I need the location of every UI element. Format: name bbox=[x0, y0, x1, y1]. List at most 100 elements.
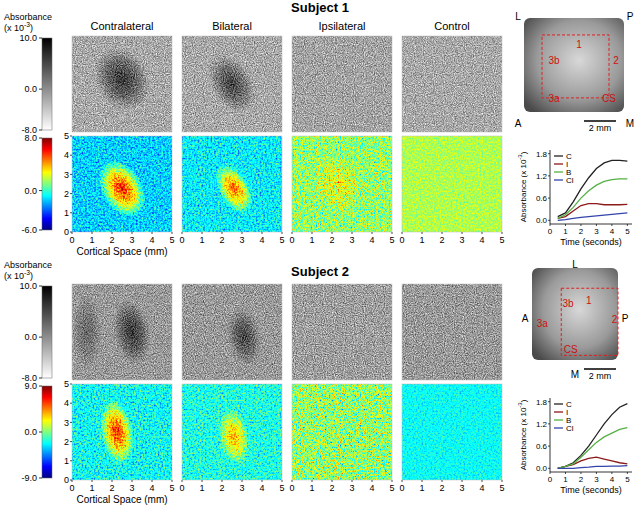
response-blob bbox=[109, 297, 156, 368]
x-tick-label: 2 bbox=[579, 227, 584, 236]
map-x-tick bbox=[222, 480, 223, 482]
map-x-tick-label: 1 bbox=[89, 483, 94, 493]
map-x-tick bbox=[152, 232, 153, 234]
y-axis-title: Absorbance (x 10-3) bbox=[517, 399, 528, 470]
map-x-tick bbox=[312, 232, 313, 234]
panel-ground bbox=[182, 284, 282, 380]
colorbar-tick bbox=[39, 38, 42, 39]
y-tick-label: 0.0 bbox=[536, 464, 548, 473]
map-x-tick-label: 0 bbox=[289, 235, 294, 245]
colorbar bbox=[42, 38, 52, 130]
colorbar-tick bbox=[39, 378, 42, 379]
orientation-label: M bbox=[571, 369, 579, 380]
map-x-tick-label: 4 bbox=[369, 235, 374, 245]
label-part: ) bbox=[30, 271, 33, 281]
map-x-tick bbox=[392, 232, 393, 234]
map-x-tick bbox=[482, 232, 483, 234]
map-x-tick-label: 2 bbox=[439, 483, 444, 493]
panel-frame bbox=[72, 36, 172, 132]
orientation-label: A bbox=[515, 118, 522, 129]
panel-ground bbox=[292, 384, 392, 480]
colorbar bbox=[42, 286, 52, 378]
map-x-tick bbox=[332, 232, 333, 234]
map-x-tick-label: 3 bbox=[239, 483, 244, 493]
map-y-tick-label: 1 bbox=[64, 208, 69, 218]
activation-map bbox=[72, 136, 172, 232]
activation-map bbox=[182, 384, 282, 480]
panel-frame bbox=[182, 384, 282, 480]
map-x-tick-label: 3 bbox=[459, 235, 464, 245]
map-y-tick-label: 3 bbox=[64, 170, 69, 180]
map-x-tick bbox=[352, 232, 353, 234]
map-x-tick-label: 2 bbox=[109, 483, 114, 493]
map-x-tick bbox=[442, 480, 443, 482]
map-x-tick bbox=[172, 232, 173, 234]
colorbar-tick-label: 9.0 bbox=[24, 381, 37, 391]
response-blob bbox=[208, 158, 261, 220]
series-line bbox=[558, 428, 628, 469]
absorbance-image bbox=[72, 284, 172, 380]
map-x-tick-label: 3 bbox=[459, 483, 464, 493]
label-part: ) bbox=[519, 399, 528, 402]
colorbar-tick-label: 0.0 bbox=[24, 84, 37, 94]
map-y-tick-label: 4 bbox=[64, 398, 69, 408]
x-tick bbox=[611, 472, 612, 474]
colorbar-tick bbox=[39, 337, 42, 338]
series-line bbox=[558, 457, 628, 468]
x-axis-title: Time (seconds) bbox=[560, 485, 622, 495]
area-label: 2 bbox=[613, 55, 619, 66]
legend-label: Cl bbox=[566, 176, 574, 185]
colorbar-tick-label: 10.0 bbox=[19, 33, 37, 43]
map-y-tick bbox=[70, 232, 72, 233]
x-tick-label: 0 bbox=[548, 475, 553, 484]
map-x-tick bbox=[182, 480, 183, 482]
map-y-tick bbox=[70, 480, 72, 481]
map-x-tick-label: 4 bbox=[259, 235, 264, 245]
x-tick bbox=[550, 224, 551, 226]
x-tick bbox=[565, 472, 566, 474]
map-x-tick-label: 4 bbox=[149, 483, 154, 493]
label-part: Absorbance (x 10 bbox=[519, 159, 528, 222]
y-tick-label: 1.2 bbox=[536, 420, 548, 429]
activation-map bbox=[292, 384, 392, 480]
x-axis bbox=[550, 224, 632, 225]
map-x-tick-label: 0 bbox=[399, 483, 404, 493]
map-y-tick-label: 0 bbox=[64, 475, 69, 485]
legend-swatch bbox=[554, 155, 563, 156]
colorbar-tick bbox=[39, 130, 42, 131]
map-x-tick-label: 0 bbox=[69, 235, 74, 245]
map-x-tick bbox=[292, 232, 293, 234]
map-x-tick-label: 0 bbox=[179, 235, 184, 245]
panel-frame bbox=[402, 384, 502, 480]
y-tick bbox=[548, 220, 550, 221]
colorbar-tick-label: 10.0 bbox=[19, 281, 37, 291]
map-y-tick-label: 3 bbox=[64, 418, 69, 428]
colorbar-tick bbox=[39, 230, 42, 231]
map-y-tick bbox=[70, 460, 72, 461]
panel-frame bbox=[72, 284, 172, 380]
map-x-tick bbox=[482, 480, 483, 482]
area-label: CS bbox=[564, 344, 578, 355]
colorbar-tick-label: 8.0 bbox=[24, 133, 37, 143]
legend-label: Cl bbox=[566, 424, 574, 433]
colorbar-tick bbox=[39, 190, 42, 191]
map-x-tick-label: 5 bbox=[389, 483, 394, 493]
subject-2: Subject 2Absorbance(x 10-3)10.00.0-8.09.… bbox=[4, 259, 629, 505]
orientation-label: A bbox=[522, 313, 529, 324]
map-x-tick-label: 4 bbox=[479, 235, 484, 245]
map-x-tick bbox=[402, 232, 403, 234]
x-axis-title: Time (seconds) bbox=[560, 237, 622, 247]
legend: CIBCl bbox=[554, 400, 574, 433]
map-x-tick-label: 5 bbox=[169, 483, 174, 493]
x-tick-label: 5 bbox=[625, 227, 630, 236]
series-line bbox=[558, 213, 628, 220]
x-tick-label: 2 bbox=[579, 475, 584, 484]
scale-bar bbox=[584, 120, 616, 122]
colorbar bbox=[42, 386, 52, 478]
area-label: 3a bbox=[537, 318, 549, 329]
label-part: ) bbox=[30, 23, 33, 33]
imaging-window bbox=[542, 35, 609, 98]
map-x-tick-label: 2 bbox=[109, 235, 114, 245]
panel-frame bbox=[182, 284, 282, 380]
legend-swatch bbox=[554, 403, 563, 404]
